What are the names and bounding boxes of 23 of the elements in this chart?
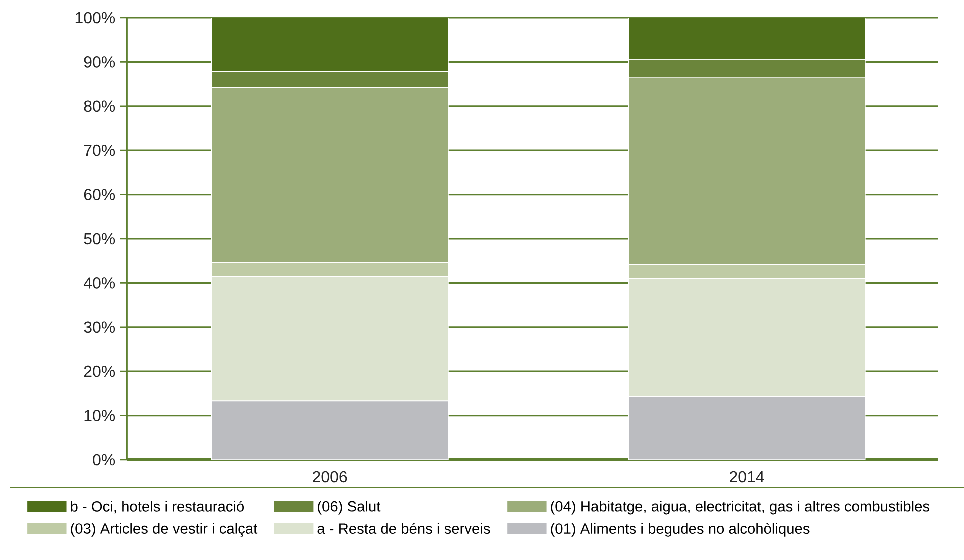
legend-label: a - Resta de béns i serveis	[318, 523, 490, 534]
legend-label: b - Oci, hotels i restauració	[71, 500, 244, 514]
bar	[628, 18, 866, 60]
legend-label: (03) Articles de vestir i calçat	[71, 523, 258, 537]
y-tick-label: 10%	[84, 410, 116, 422]
legend-label: (04) Habitatge, aigua, electricitat, gas i altres combustibles	[551, 501, 930, 515]
y-tick-label: 70%	[84, 144, 116, 156]
legend-label: (01) Aliments i begudes no alcohòliques	[551, 523, 810, 537]
y-tick-label: 0%	[93, 454, 116, 466]
y-tick-label: 100%	[76, 12, 116, 24]
y-tick-label: 80%	[84, 100, 116, 112]
bar	[211, 18, 449, 72]
y-tick-label: 60%	[84, 189, 116, 200]
y-tick-label: 50%	[84, 233, 116, 245]
legend-label: (06) Salut	[318, 501, 381, 515]
bar	[628, 396, 866, 460]
x-tick-label: 2006	[313, 471, 348, 483]
bar	[211, 400, 449, 460]
y-tick-label: 20%	[84, 366, 116, 378]
y-tick-label: 30%	[84, 322, 116, 334]
y-tick-label: 40%	[84, 278, 116, 289]
x-tick-label: 2014	[730, 471, 764, 483]
y-tick-label: 90%	[84, 56, 116, 68]
